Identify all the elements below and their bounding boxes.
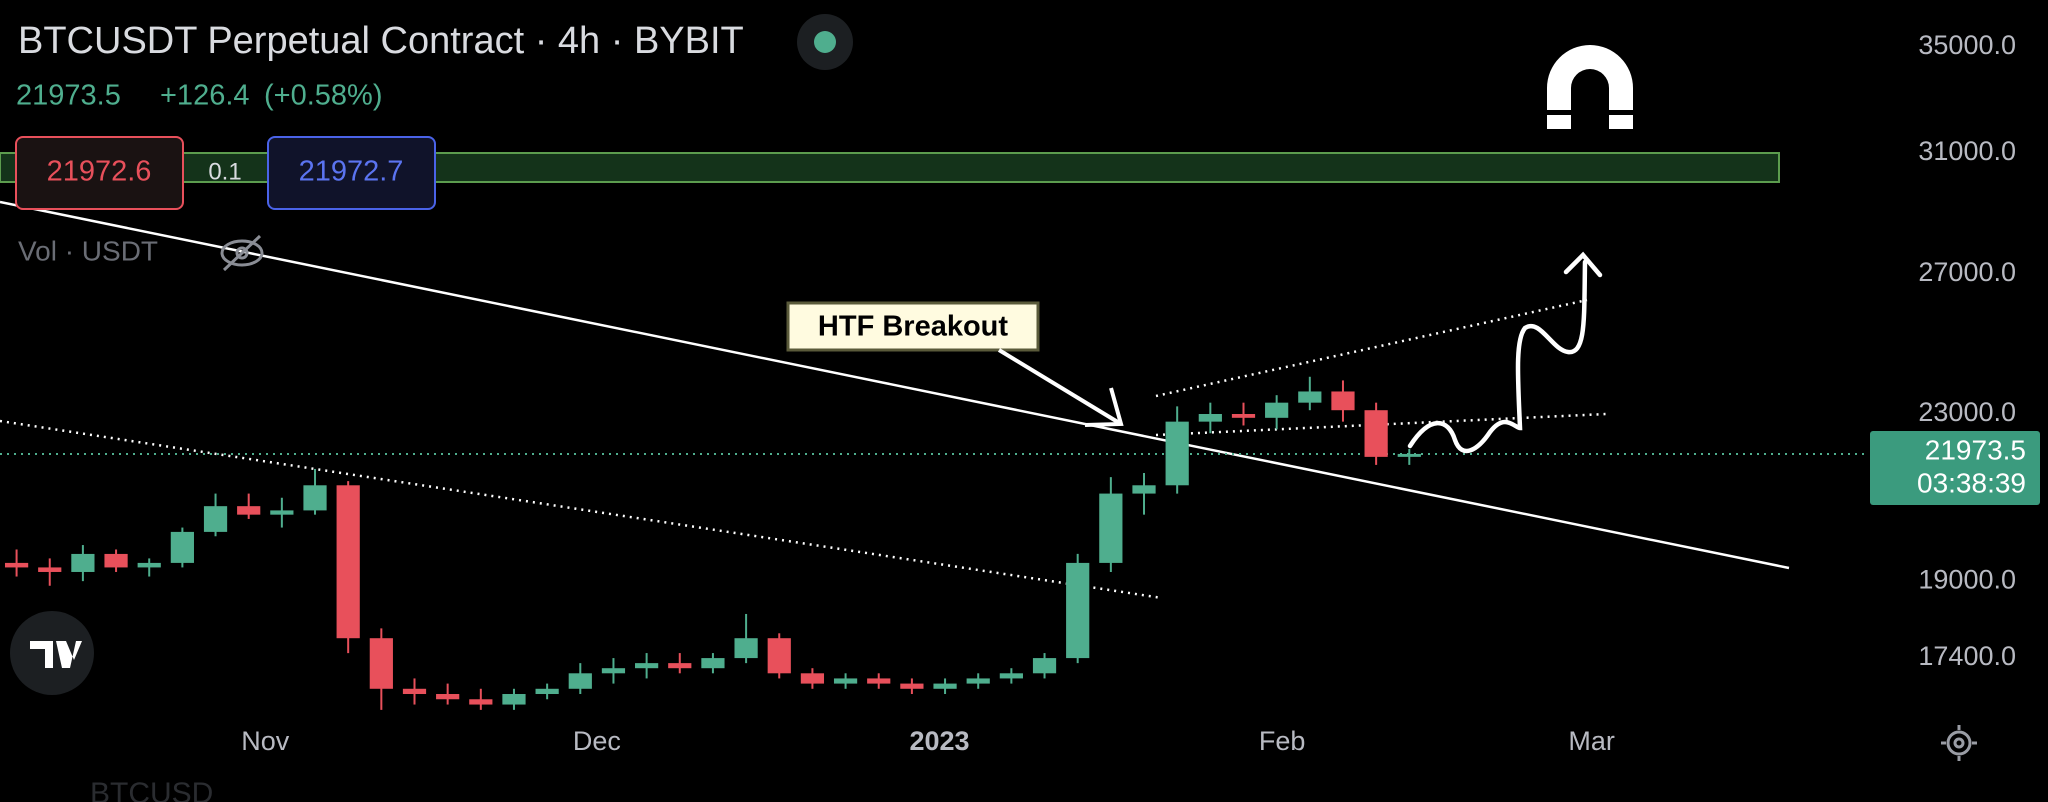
- y-tick-label: 17400.0: [1918, 641, 2016, 671]
- candle-body: [303, 485, 327, 511]
- candle-body: [104, 553, 128, 568]
- candle-body: [469, 699, 493, 705]
- projection-head: [1563, 251, 1603, 278]
- trend-line: [0, 200, 1790, 570]
- candle-body: [1032, 658, 1057, 674]
- candle-body: [999, 673, 1023, 679]
- settings-icon[interactable]: [1941, 725, 1977, 761]
- candle-body: [1198, 414, 1222, 422]
- candle-body: [900, 683, 924, 689]
- candle-body: [38, 567, 62, 572]
- candle-body: [1132, 485, 1156, 494]
- change: +126.4: [160, 80, 250, 112]
- zone: [0, 152, 1780, 183]
- candle-body: [170, 531, 194, 563]
- candle-body: [402, 688, 427, 695]
- candle-body: [237, 506, 261, 515]
- x-tick-label: 2023: [909, 726, 969, 756]
- candle-body: [203, 506, 228, 532]
- x-tick-label: Mar: [1568, 726, 1615, 756]
- projection: [1407, 259, 1588, 454]
- spread: 0.1: [208, 158, 241, 185]
- candle-body: [734, 638, 758, 659]
- candle-body: [1165, 421, 1189, 486]
- bid[interactable]: 21972.6: [47, 156, 152, 188]
- candle-body: [1331, 391, 1355, 411]
- y-tick-label: 23000.0: [1918, 397, 2016, 427]
- candle-body: [933, 683, 957, 689]
- candle-body: [601, 668, 626, 674]
- buy-button[interactable]: [267, 136, 436, 210]
- arrow-head: [1084, 387, 1124, 427]
- sell-button[interactable]: [15, 136, 184, 210]
- price-tag: [1870, 431, 2040, 505]
- candle-body: [1231, 414, 1256, 418]
- candle-body: [568, 673, 592, 689]
- candle-body: [1066, 562, 1090, 659]
- eye-off-icon[interactable]: [220, 234, 264, 272]
- ask[interactable]: 21972.7: [299, 156, 404, 188]
- change-pct: (+0.58%): [264, 80, 382, 112]
- candle-body: [1364, 410, 1388, 457]
- x-tick-label: Nov: [241, 726, 290, 756]
- y-tick-label: 35000.0: [1918, 30, 2016, 60]
- candle-body: [767, 638, 791, 674]
- candle-body: [867, 678, 891, 684]
- candle-body: [800, 673, 825, 684]
- annotation-box: [786, 301, 1040, 352]
- candle-body: [833, 678, 858, 684]
- last-price: 21973.5: [16, 80, 121, 112]
- candle-body: [436, 694, 460, 700]
- countdown: 03:38:39: [1917, 467, 2026, 498]
- candle-body: [668, 663, 692, 669]
- price-tag-value: 21973.5: [1925, 434, 2026, 465]
- candle-body: [1265, 402, 1289, 418]
- candle-body: [1099, 493, 1123, 563]
- tv-logo-mark: [30, 641, 82, 668]
- candle-body: [535, 688, 559, 695]
- x-tick-label: Dec: [573, 726, 621, 756]
- candle-body: [701, 658, 725, 669]
- title: BTCUSDT Perpetual Contract · 4h · BYBIT: [18, 20, 744, 62]
- watermark: BTCUSD: [90, 777, 213, 802]
- candle-body: [1298, 391, 1322, 403]
- candle-body: [71, 553, 95, 572]
- candle-body: [270, 510, 294, 515]
- y-tick-label: 19000.0: [1918, 564, 2016, 594]
- x-tick-label: Feb: [1259, 726, 1306, 756]
- candle-body: [1397, 453, 1421, 457]
- y-tick-label: 31000.0: [1918, 136, 2016, 166]
- annotation: HTF Breakout: [818, 311, 1008, 343]
- magnet-icon: [1547, 45, 1633, 129]
- status-dot: [814, 31, 836, 53]
- candle-body: [635, 663, 659, 669]
- candle-body: [336, 485, 360, 639]
- candles: [0, 376, 1868, 710]
- candle-body: [369, 638, 393, 689]
- candle-body: [4, 562, 29, 568]
- arrow: [997, 348, 1123, 426]
- candle-body: [502, 694, 526, 705]
- y-tick-label: 27000.0: [1918, 257, 2016, 287]
- candle-body: [137, 562, 161, 568]
- volume-label: Vol · USDT: [18, 235, 158, 266]
- candle-body: [966, 678, 990, 684]
